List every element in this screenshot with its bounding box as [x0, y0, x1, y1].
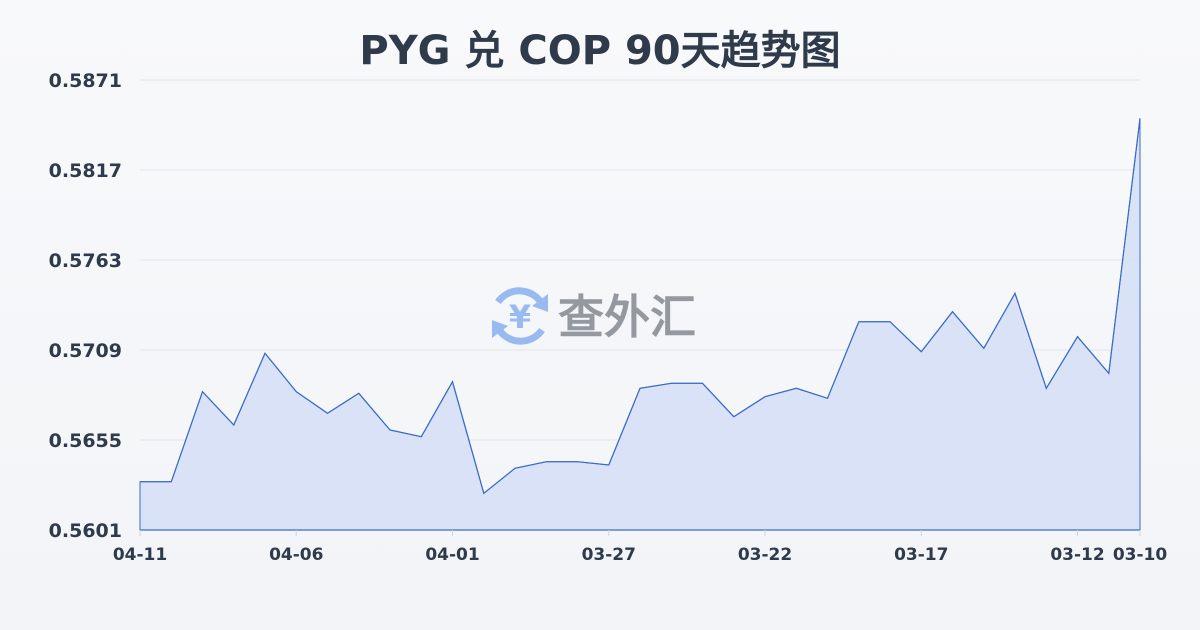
y-tick-label: 0.5817 — [49, 160, 122, 182]
x-tick-label: 03-17 — [894, 545, 948, 565]
x-tick-label: 03-22 — [738, 545, 792, 565]
y-tick-label: 0.5871 — [49, 70, 122, 92]
x-tick-label: 03-27 — [582, 545, 636, 565]
x-tick-label: 04-01 — [425, 545, 479, 565]
x-tick-label: 04-11 — [113, 545, 167, 565]
x-tick-label: 03-12 — [1050, 545, 1104, 565]
series-line — [140, 118, 1141, 495]
y-tick-label: 0.5763 — [49, 250, 122, 272]
y-tick-label: 0.5601 — [49, 520, 122, 542]
y-tick-label: 0.5709 — [49, 340, 122, 362]
watermark: ¥ 查外汇 — [492, 287, 696, 345]
y-tick-label: 0.5655 — [49, 430, 122, 452]
chart-title: PYG 兑 COP 90天趋势图 — [359, 28, 841, 74]
watermark-text: 查外汇 — [558, 290, 696, 344]
x-tick-label: 03-10 — [1113, 545, 1168, 565]
yen-exchange-icon: ¥ — [492, 287, 548, 345]
x-tick-label: 04-06 — [269, 545, 323, 565]
svg-text:¥: ¥ — [509, 298, 531, 336]
